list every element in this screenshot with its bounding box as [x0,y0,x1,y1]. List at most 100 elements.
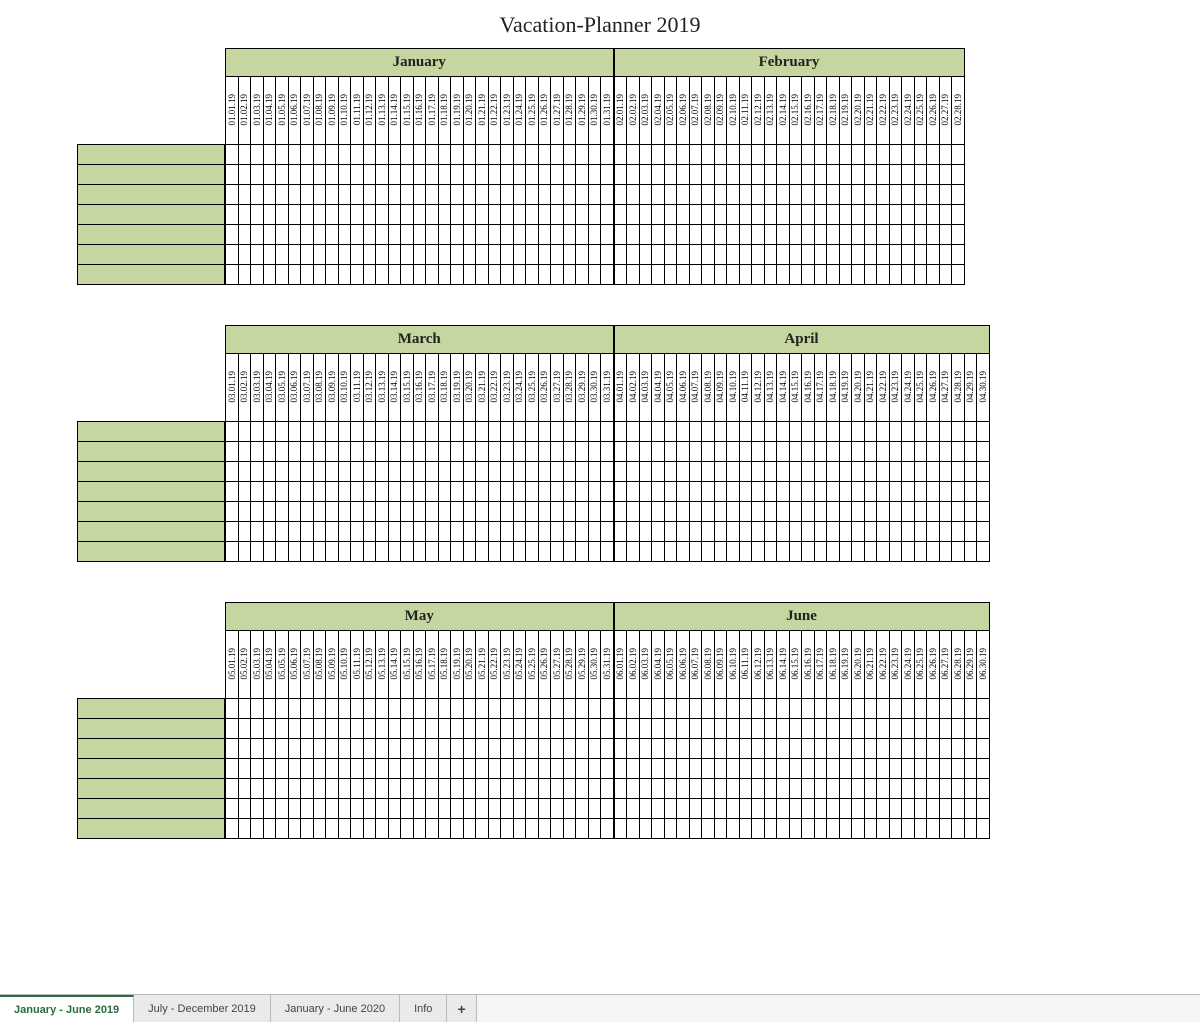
grid-cell[interactable] [802,165,815,185]
grid-cell[interactable] [752,462,765,482]
grid-cell[interactable] [238,739,251,759]
grid-cell[interactable] [338,205,351,225]
grid-cell[interactable] [714,422,727,442]
grid-cell[interactable] [263,522,276,542]
grid-cell[interactable] [827,699,840,719]
grid-cell[interactable] [301,205,314,225]
grid-cell[interactable] [463,442,476,462]
grid-cell[interactable] [939,205,952,225]
grid-cell[interactable] [789,245,802,265]
grid-cell[interactable] [226,502,239,522]
grid-cell[interactable] [789,482,802,502]
grid-cell[interactable] [526,265,539,285]
grid-cell[interactable] [764,502,777,522]
grid-cell[interactable] [977,739,990,759]
grid-cell[interactable] [677,699,690,719]
grid-cell[interactable] [927,542,940,562]
grid-cell[interactable] [627,225,640,245]
grid-cell[interactable] [652,245,665,265]
grid-cell[interactable] [852,502,865,522]
grid-cell[interactable] [852,145,865,165]
grid-cell[interactable] [551,779,564,799]
grid-cell[interactable] [777,779,790,799]
grid-cell[interactable] [677,185,690,205]
grid-cell[interactable] [964,482,977,502]
grid-cell[interactable] [438,225,451,245]
grid-cell[interactable] [288,542,301,562]
grid-cell[interactable] [301,739,314,759]
grid-cell[interactable] [739,759,752,779]
grid-cell[interactable] [351,265,364,285]
grid-cell[interactable] [614,522,627,542]
grid-cell[interactable] [764,719,777,739]
grid-cell[interactable] [576,799,589,819]
grid-cell[interactable] [551,719,564,739]
grid-cell[interactable] [313,719,326,739]
grid-cell[interactable] [777,185,790,205]
grid-cell[interactable] [827,442,840,462]
grid-cell[interactable] [689,482,702,502]
grid-cell[interactable] [739,502,752,522]
grid-cell[interactable] [639,522,652,542]
grid-cell[interactable] [927,819,940,839]
grid-cell[interactable] [538,442,551,462]
grid-cell[interactable] [488,225,501,245]
grid-cell[interactable] [476,522,489,542]
grid-cell[interactable] [814,462,827,482]
grid-cell[interactable] [677,482,690,502]
grid-cell[interactable] [601,185,614,205]
grid-cell[interactable] [914,819,927,839]
grid-cell[interactable] [814,422,827,442]
grid-cell[interactable] [864,245,877,265]
grid-cell[interactable] [551,799,564,819]
grid-cell[interactable] [376,739,389,759]
grid-cell[interactable] [902,462,915,482]
grid-cell[interactable] [413,542,426,562]
grid-cell[interactable] [463,779,476,799]
grid-cell[interactable] [438,542,451,562]
grid-cell[interactable] [902,422,915,442]
grid-cell[interactable] [814,522,827,542]
grid-cell[interactable] [852,442,865,462]
grid-cell[interactable] [952,819,965,839]
grid-cell[interactable] [664,442,677,462]
grid-cell[interactable] [563,502,576,522]
grid-cell[interactable] [614,225,627,245]
grid-cell[interactable] [952,482,965,502]
grid-cell[interactable] [714,719,727,739]
grid-cell[interactable] [426,205,439,225]
grid-cell[interactable] [276,502,289,522]
grid-cell[interactable] [814,245,827,265]
grid-cell[interactable] [526,482,539,502]
grid-cell[interactable] [702,442,715,462]
name-cell[interactable] [78,779,225,799]
grid-cell[interactable] [889,542,902,562]
grid-cell[interactable] [627,165,640,185]
grid-cell[interactable] [727,759,740,779]
grid-cell[interactable] [952,522,965,542]
grid-cell[interactable] [538,165,551,185]
grid-cell[interactable] [952,225,965,245]
grid-cell[interactable] [689,799,702,819]
grid-cell[interactable] [777,442,790,462]
grid-cell[interactable] [802,245,815,265]
grid-cell[interactable] [914,779,927,799]
grid-cell[interactable] [877,482,890,502]
grid-cell[interactable] [426,799,439,819]
grid-cell[interactable] [764,165,777,185]
grid-cell[interactable] [388,759,401,779]
grid-cell[interactable] [301,542,314,562]
grid-cell[interactable] [889,265,902,285]
grid-cell[interactable] [752,165,765,185]
grid-cell[interactable] [513,542,526,562]
grid-cell[interactable] [526,799,539,819]
grid-cell[interactable] [226,225,239,245]
grid-cell[interactable] [588,799,601,819]
grid-cell[interactable] [476,165,489,185]
name-cell[interactable] [78,145,225,165]
grid-cell[interactable] [777,502,790,522]
grid-cell[interactable] [376,165,389,185]
grid-cell[interactable] [664,265,677,285]
grid-cell[interactable] [288,799,301,819]
grid-cell[interactable] [877,719,890,739]
